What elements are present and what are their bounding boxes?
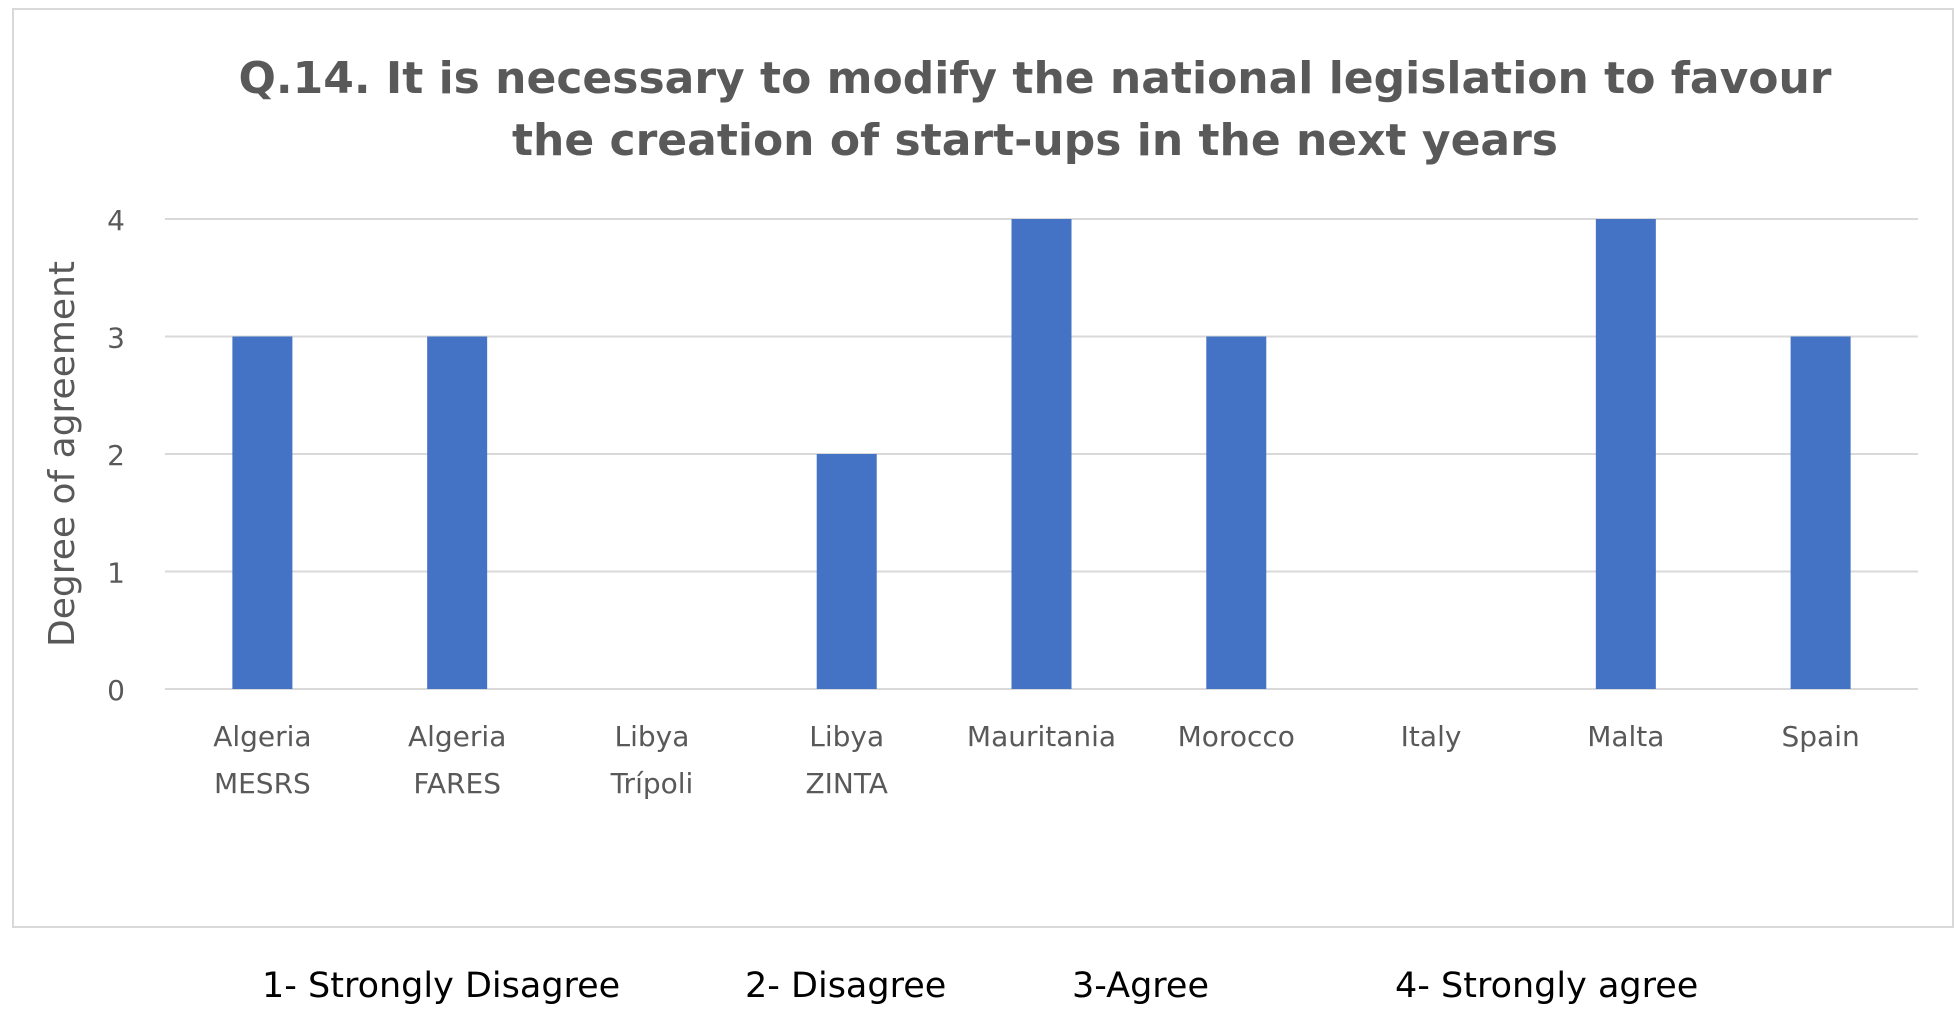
x-tick-label: Spain [1781,720,1859,753]
bar [1206,336,1267,689]
bar [1790,336,1851,689]
legend-item-agree: 3-Agree [1072,966,1209,1006]
x-tick-label: Trípoli [610,767,694,800]
x-tick-label: Libya [614,720,689,753]
y-tick-label: 3 [107,322,125,355]
x-tick-label: Malta [1587,720,1664,753]
x-tick-label: MESRS [214,767,311,800]
y-tick-label: 1 [107,557,125,590]
legend-item-strongly-agree: 4- Strongly agree [1395,966,1699,1006]
x-tick-label: Italy [1401,720,1462,753]
bar [427,336,488,689]
bar-chart: 0 1 2 3 4 Degree of agreement Algeria MESRS Alge… [42,204,1918,800]
x-tick-label: ZINTA [805,767,887,800]
x-tick-label: Morocco [1178,720,1295,753]
bar [1011,219,1072,689]
y-tick-label: 0 [107,674,125,707]
bar [1595,219,1656,689]
agreement-scale-legend: 1- Strongly Disagree 2- Disagree 3-Agree… [0,964,1954,1009]
y-axis-title: Degree of agreement [42,261,83,647]
x-tick-label: Algeria [213,720,311,753]
y-tick-label: 2 [107,439,125,472]
y-tick-label: 4 [107,204,125,237]
chart-title: Q.14. It is necessary to modify the nati… [238,53,1832,166]
x-tick-label: Mauritania [967,720,1116,753]
bar [232,336,293,689]
legend-item-disagree: 2- Disagree [745,966,947,1006]
x-tick-label: Algeria [408,720,506,753]
x-tick-label: FARES [413,767,501,800]
legend-item-strongly-disagree: 1- Strongly Disagree [262,966,621,1006]
x-tick-label: Libya [809,720,884,753]
bar [816,454,877,689]
